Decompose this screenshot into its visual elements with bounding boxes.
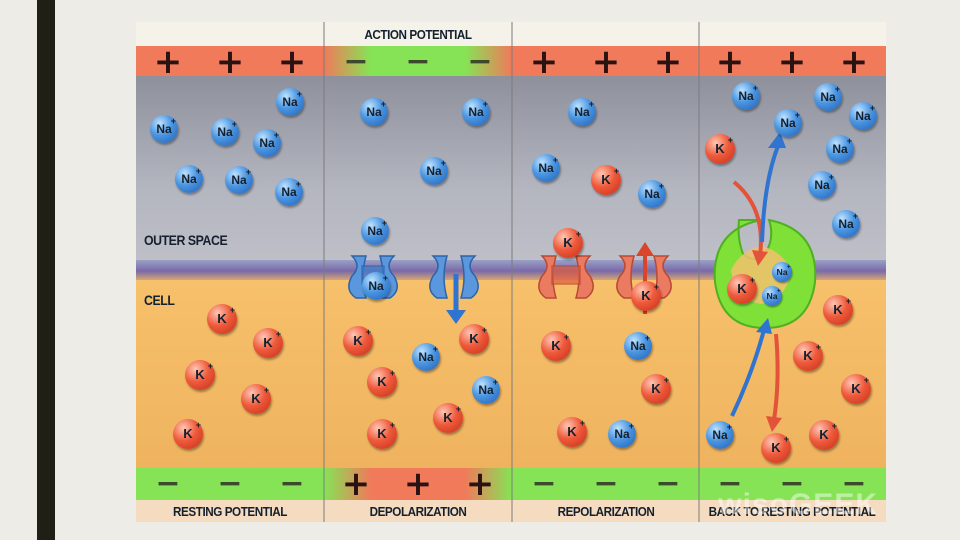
slide-accent-bar (37, 0, 55, 540)
sodium-ion: Na + (360, 98, 388, 126)
potassium-ion: K + (591, 165, 621, 195)
sodium-ion: Na + (420, 157, 448, 185)
inner-charge-minus: − (217, 466, 243, 501)
inner-charge-plus: + (465, 464, 495, 504)
potassium-ion: K + (343, 326, 373, 356)
potassium-ion: K + (541, 331, 571, 361)
sodium-ion: Na + (761, 285, 783, 307)
sodium-ion: Na + (832, 210, 860, 238)
diagram-title: ACTION POTENTIAL (364, 27, 472, 42)
potassium-ion: K + (433, 403, 463, 433)
potassium-ion: K + (185, 360, 215, 390)
potassium-inflow-arrow-icon (732, 180, 768, 266)
inner-charge-minus: − (779, 466, 805, 501)
sodium-ion: Na + (472, 376, 500, 404)
potassium-ion: K + (367, 419, 397, 449)
outer-charge-minus: − (343, 44, 369, 79)
sodium-ion: Na + (849, 102, 877, 130)
sodium-ion: Na + (808, 171, 836, 199)
outer-charge-plus: + (839, 42, 869, 82)
potassium-ion: K + (705, 134, 735, 164)
potassium-channel-icon (538, 255, 594, 299)
outer-space-label: OUTER SPACE (144, 232, 228, 248)
diagram-background (136, 22, 886, 522)
outer-charge-minus: − (467, 44, 493, 79)
potassium-ion: K + (241, 384, 271, 414)
sodium-ion: Na + (826, 135, 854, 163)
sodium-ion: Na + (412, 343, 440, 371)
potassium-ion: K + (841, 374, 871, 404)
sodium-ion: Na + (462, 98, 490, 126)
sodium-ion: Na + (150, 115, 178, 143)
outer-charge-plus: + (277, 42, 307, 82)
sodium-ion: Na + (732, 82, 760, 110)
sodium-ion: Na + (638, 180, 666, 208)
stage-label-resting: RESTING POTENTIAL (173, 504, 287, 519)
inner-charge-minus: − (155, 466, 181, 501)
sodium-ion: Na + (175, 165, 203, 193)
sodium-outflow-arrow-icon (760, 132, 786, 243)
stage-label-repolarization: REPOLARIZATION (557, 504, 655, 519)
inner-charge-minus: − (279, 466, 305, 501)
sodium-inflow-arrow-icon (730, 318, 772, 417)
stage-label-depolarization: DEPOLARIZATION (369, 504, 467, 519)
outer-charge-plus: + (653, 42, 683, 82)
sodium-ion: Na + (275, 178, 303, 206)
potassium-ion: K + (173, 419, 203, 449)
potassium-ion: K + (207, 304, 237, 334)
watermark: wisoGEEK (718, 488, 878, 521)
potassium-ion: K + (553, 228, 583, 258)
sodium-ion: Na + (706, 421, 734, 449)
inner-charge-minus: − (531, 466, 557, 501)
sodium-ion: Na + (362, 272, 390, 300)
potassium-ion: K + (823, 295, 853, 325)
action-potential-diagram: ACTION POTENTIAL OUTER SPACE CELL RESTIN… (136, 22, 886, 522)
cell-label: CELL (144, 292, 175, 308)
sodium-ion: Na + (771, 261, 793, 283)
sodium-ion: Na + (211, 118, 239, 146)
sodium-ion: Na + (568, 98, 596, 126)
potassium-ion: K + (793, 341, 823, 371)
outer-charge-plus: + (153, 42, 183, 82)
potassium-ion: K + (253, 328, 283, 358)
potassium-ion: K + (727, 274, 757, 304)
sodium-ion: Na + (532, 154, 560, 182)
inner-charge-minus: − (841, 466, 867, 501)
sodium-ion: Na + (361, 217, 389, 245)
outer-charge-plus: + (777, 42, 807, 82)
outer-charge-plus: + (529, 42, 559, 82)
potassium-ion: K + (459, 324, 489, 354)
inflow-arrow-icon (446, 274, 466, 324)
potassium-ion: K + (761, 433, 791, 463)
inner-charge-plus: + (341, 464, 371, 504)
potassium-outflow-arrow-icon (766, 333, 782, 432)
potassium-ion: K + (631, 281, 661, 311)
inner-charge-minus: − (655, 466, 681, 501)
sodium-ion: Na + (253, 129, 281, 157)
potassium-ion: K + (367, 367, 397, 397)
sodium-ion: Na + (276, 88, 304, 116)
outer-charge-plus: + (715, 42, 745, 82)
inner-charge-minus: − (593, 466, 619, 501)
potassium-ion: K + (557, 417, 587, 447)
sodium-ion: Na + (814, 83, 842, 111)
outer-charge-plus: + (215, 42, 245, 82)
sodium-ion: Na + (774, 109, 802, 137)
stage-label-back-to-resting: BACK TO RESTING POTENTIAL (708, 504, 876, 519)
outer-charge-minus: − (405, 44, 431, 79)
potassium-ion: K + (641, 374, 671, 404)
sodium-ion: Na + (624, 332, 652, 360)
outer-charge-plus: + (591, 42, 621, 82)
inner-charge-plus: + (403, 464, 433, 504)
potassium-ion: K + (809, 420, 839, 450)
inner-charge-minus: − (717, 466, 743, 501)
sodium-ion: Na + (608, 420, 636, 448)
sodium-channel-icon (429, 255, 479, 299)
sodium-ion: Na + (225, 166, 253, 194)
